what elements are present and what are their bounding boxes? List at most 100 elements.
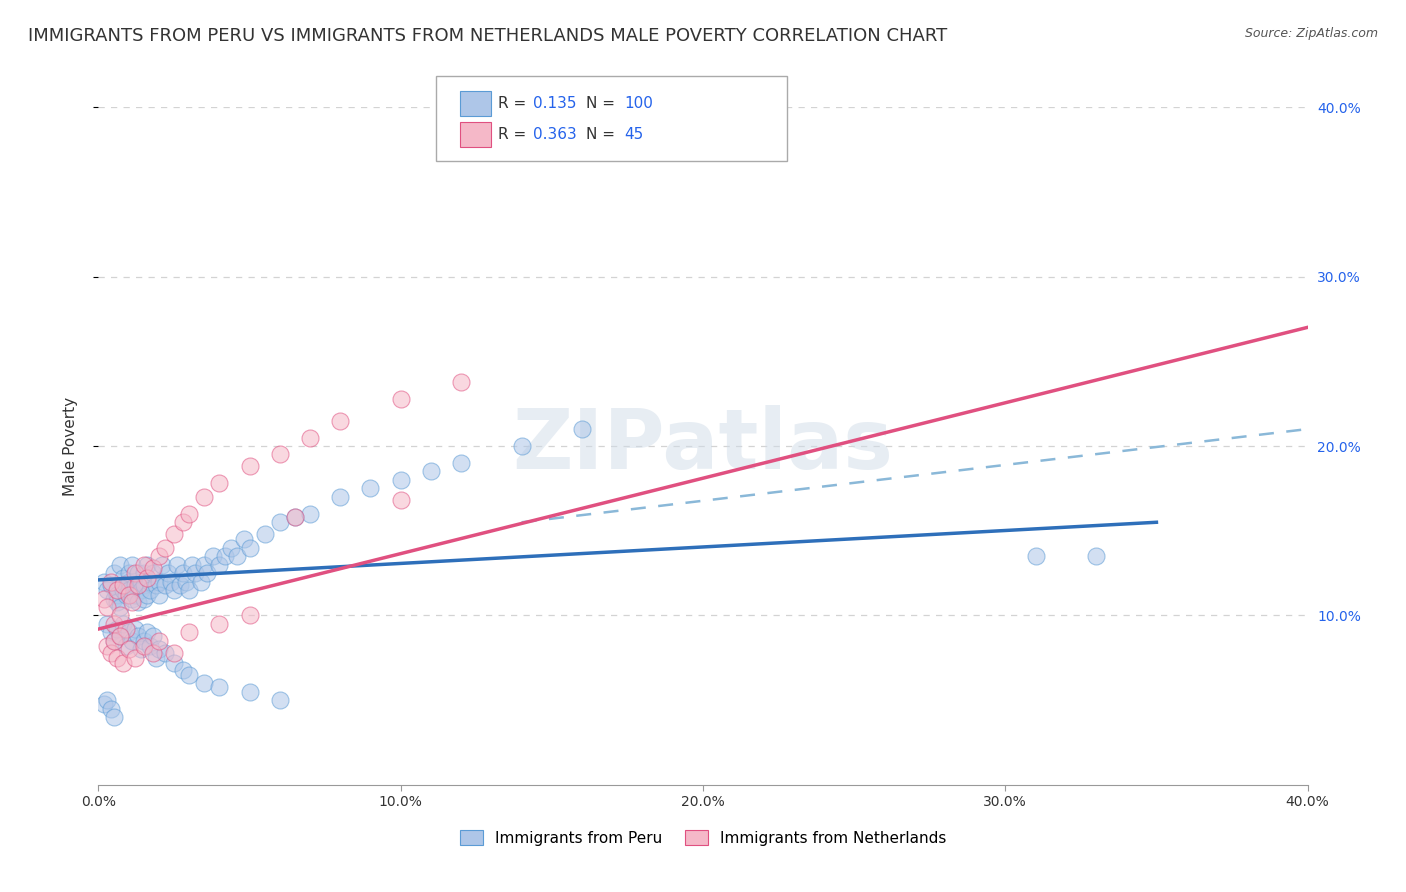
Point — [172, 566, 194, 581]
Point — [118, 574, 141, 589]
Text: IMMIGRANTS FROM PERU VS IMMIGRANTS FROM NETHERLANDS MALE POVERTY CORRELATION CHA: IMMIGRANTS FROM PERU VS IMMIGRANTS FROM … — [28, 27, 948, 45]
Point — [284, 510, 307, 524]
Point — [111, 571, 134, 585]
Point — [100, 578, 122, 592]
Point — [129, 574, 152, 589]
Point — [121, 633, 143, 648]
Point — [156, 566, 179, 581]
Point — [142, 561, 165, 575]
Point — [571, 422, 593, 436]
Point — [108, 629, 131, 643]
Point — [202, 549, 225, 564]
Point — [124, 566, 146, 581]
Point — [111, 656, 134, 670]
Point — [239, 459, 262, 474]
Point — [184, 566, 207, 581]
Point — [221, 541, 243, 555]
Point — [239, 608, 262, 623]
Point — [132, 633, 155, 648]
Point — [105, 583, 128, 598]
Point — [208, 617, 231, 632]
Point — [118, 642, 141, 657]
Point — [114, 639, 136, 653]
Point — [135, 588, 157, 602]
Point — [299, 507, 322, 521]
Point — [172, 663, 194, 677]
Point — [208, 680, 231, 694]
Point — [108, 608, 131, 623]
Point — [100, 625, 122, 640]
Point — [420, 464, 443, 478]
Point — [148, 549, 170, 564]
Point — [129, 642, 152, 657]
Point — [118, 588, 141, 602]
Point — [360, 482, 382, 496]
Text: N =: N = — [586, 128, 620, 142]
Point — [172, 515, 194, 529]
Point — [389, 473, 412, 487]
Point — [100, 646, 122, 660]
Point — [93, 591, 115, 606]
Point — [96, 639, 118, 653]
Point — [114, 588, 136, 602]
Point — [208, 476, 231, 491]
Point — [148, 633, 170, 648]
Point — [148, 642, 170, 657]
Point — [148, 574, 170, 589]
Point — [132, 591, 155, 606]
Point — [226, 549, 249, 564]
Point — [135, 625, 157, 640]
Point — [1085, 549, 1108, 564]
Point — [163, 583, 186, 598]
Point — [269, 693, 291, 707]
Point — [269, 447, 291, 462]
Point — [179, 507, 201, 521]
Text: ZIPatlas: ZIPatlas — [513, 406, 893, 486]
Point — [124, 622, 146, 636]
Point — [121, 595, 143, 609]
Point — [135, 558, 157, 572]
Point — [108, 629, 131, 643]
Text: N =: N = — [586, 96, 620, 111]
Point — [96, 617, 118, 632]
Point — [142, 566, 165, 581]
Y-axis label: Male Poverty: Male Poverty — [63, 396, 77, 496]
Point — [153, 646, 176, 660]
Point — [105, 651, 128, 665]
Point — [139, 574, 162, 589]
Point — [132, 558, 155, 572]
Point — [329, 490, 352, 504]
Point — [148, 588, 170, 602]
Point — [108, 599, 131, 614]
Point — [105, 622, 128, 636]
Point — [253, 527, 276, 541]
Point — [239, 541, 262, 555]
Point — [179, 625, 201, 640]
Point — [103, 591, 125, 606]
Point — [1024, 549, 1046, 564]
Point — [118, 583, 141, 598]
Point — [127, 595, 149, 609]
Point — [118, 566, 141, 581]
Point — [169, 578, 191, 592]
Point — [103, 633, 125, 648]
Point — [139, 639, 162, 653]
Point — [389, 392, 412, 406]
Text: R =: R = — [498, 128, 531, 142]
Point — [114, 622, 136, 636]
Point — [93, 697, 115, 711]
Point — [124, 578, 146, 592]
Point — [163, 527, 186, 541]
Point — [93, 574, 115, 589]
Point — [239, 685, 262, 699]
Point — [299, 430, 322, 444]
Point — [132, 639, 155, 653]
Point — [142, 646, 165, 660]
Text: Source: ZipAtlas.com: Source: ZipAtlas.com — [1244, 27, 1378, 40]
Point — [127, 578, 149, 592]
Point — [127, 566, 149, 581]
Text: 45: 45 — [624, 128, 644, 142]
Point — [163, 646, 186, 660]
Text: 0.363: 0.363 — [533, 128, 576, 142]
Point — [450, 375, 472, 389]
